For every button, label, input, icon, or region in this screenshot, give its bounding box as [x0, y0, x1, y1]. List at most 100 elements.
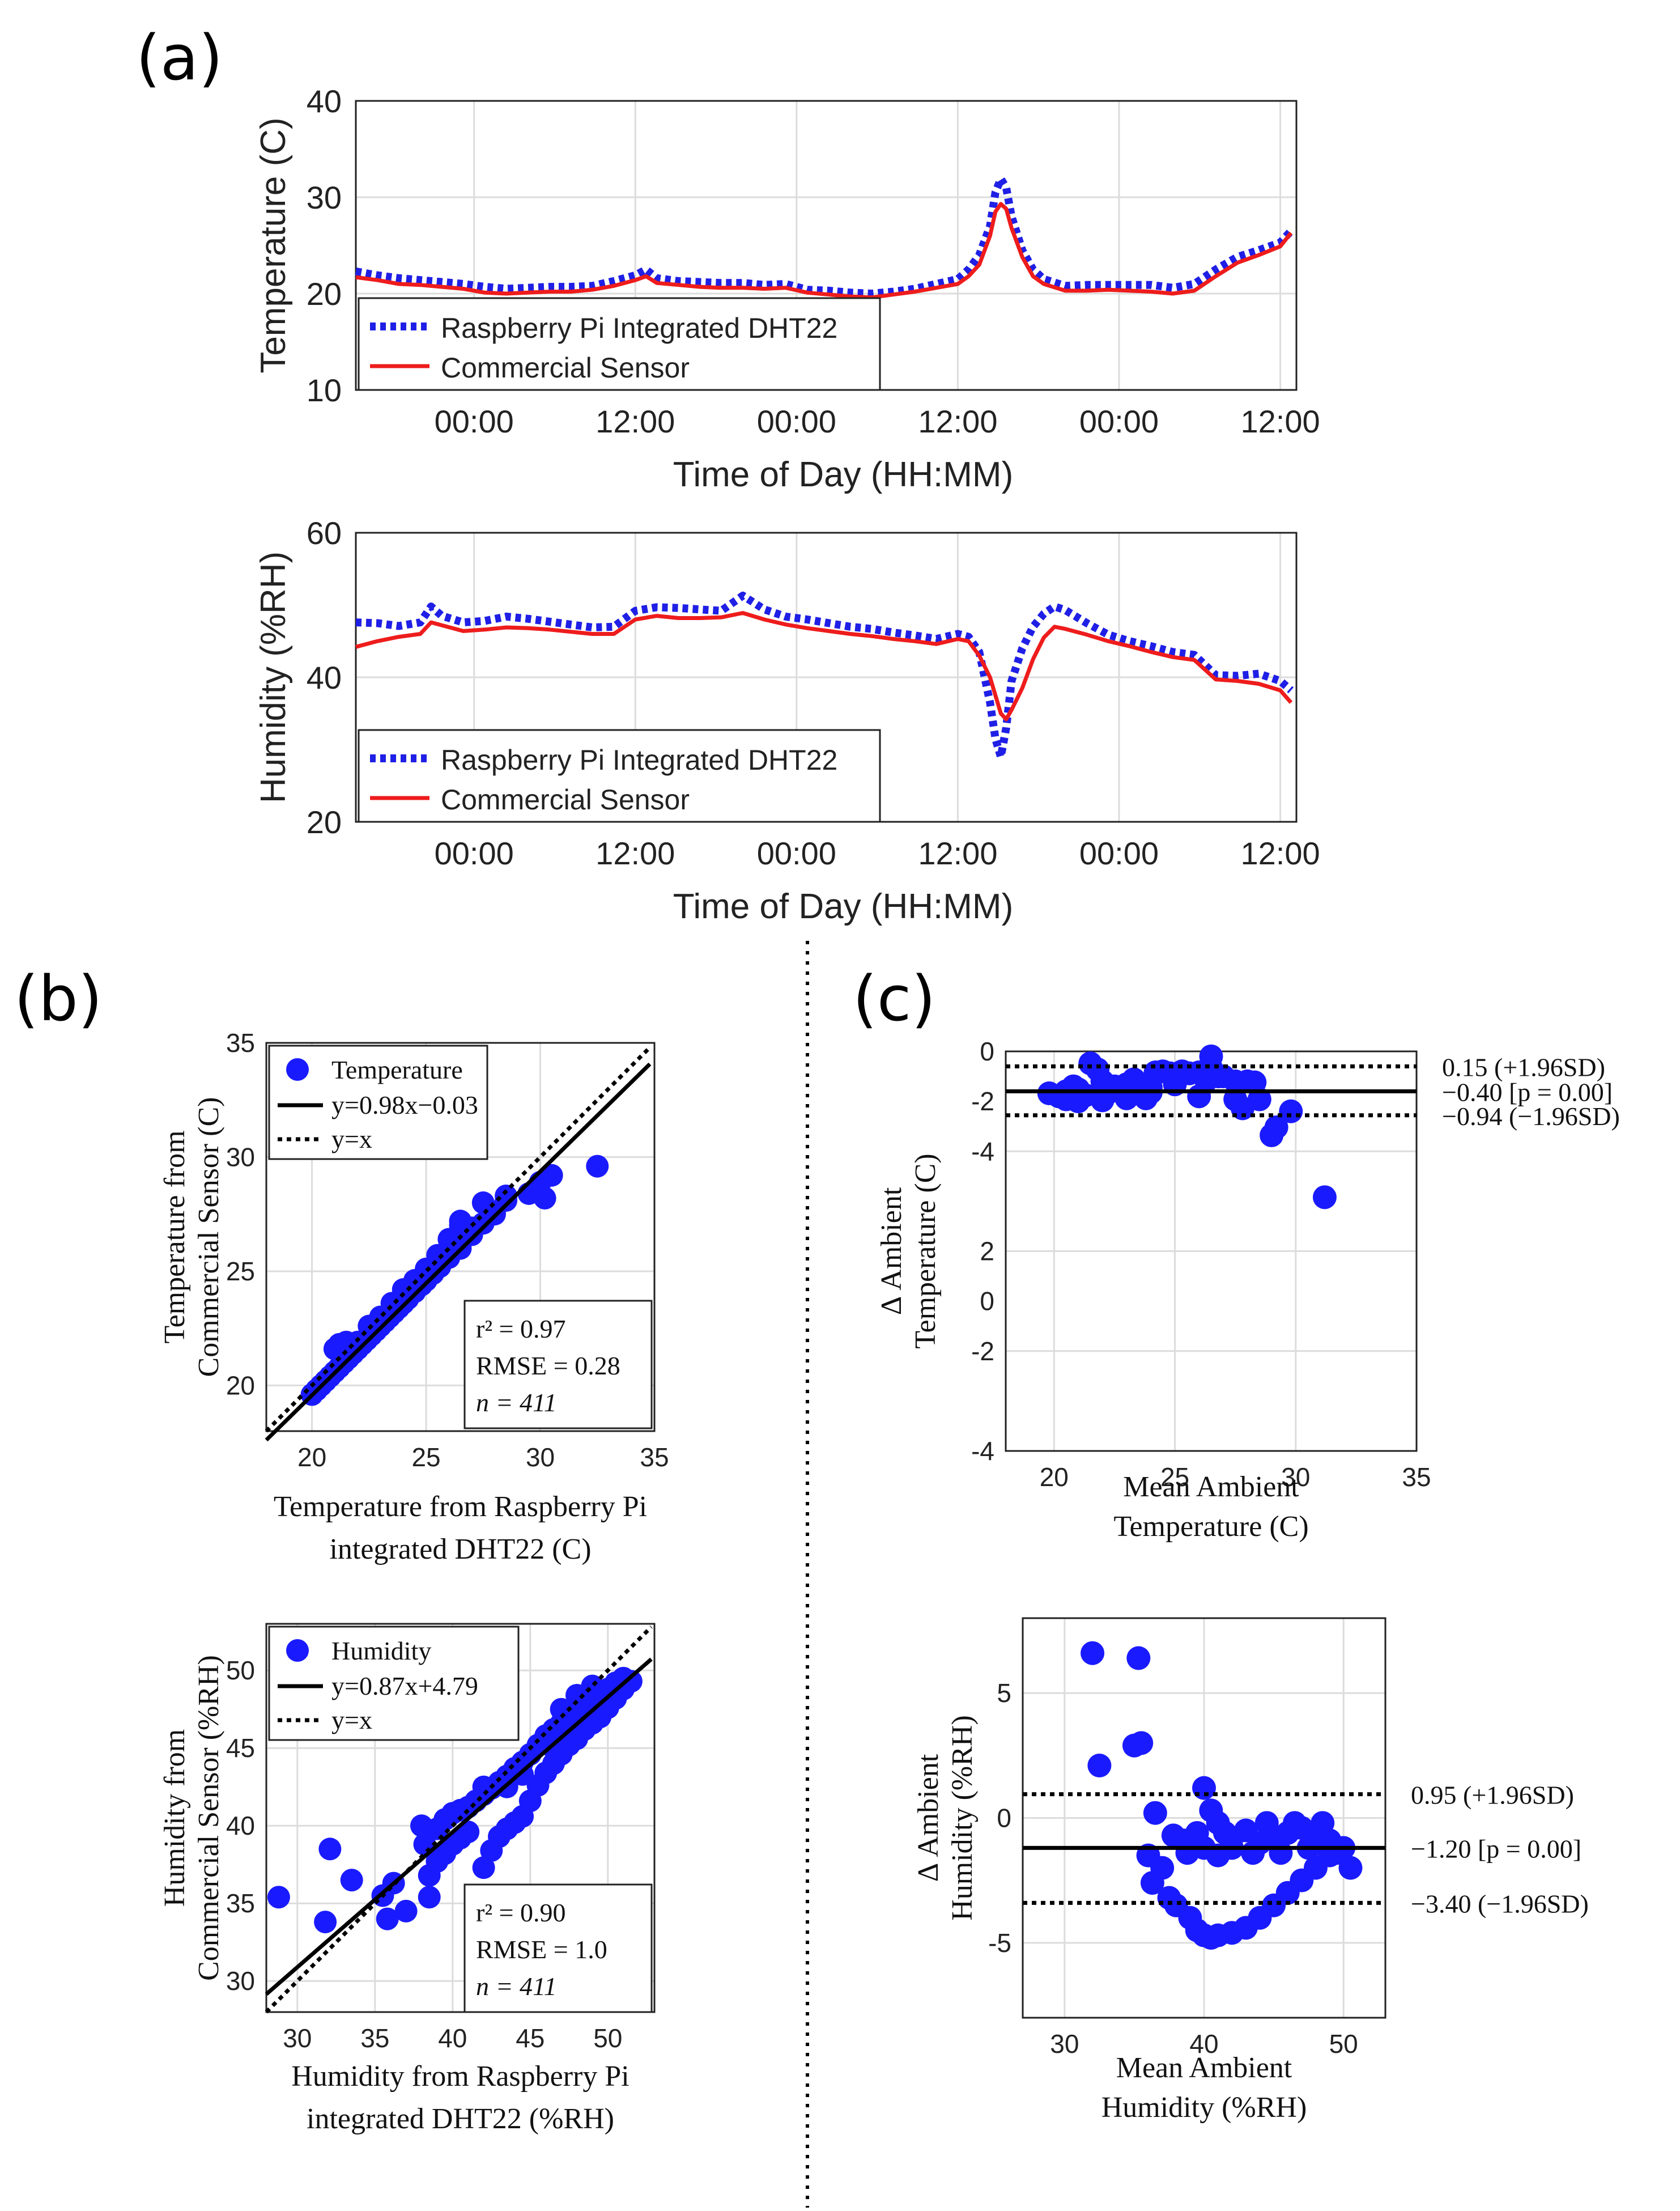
y-tick-label: -4: [971, 1436, 994, 1466]
x-tick-label: 30: [283, 2023, 312, 2053]
scatter-point: [1087, 1753, 1112, 1777]
stats-box: [463, 1883, 653, 2013]
series-line-commercial: [355, 611, 1293, 722]
y-axis-label-line2: Temperature (C): [909, 1153, 942, 1348]
panel-label-a: (a): [136, 22, 223, 94]
scatter-point: [1161, 1823, 1185, 1848]
legend-label: Temperature: [331, 1055, 463, 1084]
y-tick-label: 40: [226, 1811, 255, 1840]
x-tick-label: 35: [1402, 1462, 1431, 1492]
panel-label-c: (c): [853, 962, 935, 1035]
stat-n: n = 411: [476, 1972, 557, 2001]
y-axis-label-line1: Humidity from: [159, 1729, 191, 1907]
scatter-point: [1187, 1084, 1211, 1109]
stat-r2: r² = 0.90: [476, 1898, 566, 1927]
legend-label: Commercial Sensor: [441, 352, 690, 384]
legend-box: [358, 297, 881, 391]
scatter-point: [1312, 1185, 1337, 1210]
scatter-point: [565, 1684, 588, 1707]
y-axis-label-line2: Humidity (%RH): [946, 1715, 979, 1921]
plot-frame: [265, 1623, 656, 2013]
scatter-point: [318, 1837, 342, 1861]
scatter-point: [1090, 1088, 1115, 1113]
y-tick-label: 60: [307, 515, 342, 551]
y-tick-label: 40: [307, 660, 342, 695]
chart-a_hum: 00:00 12:00 00:00 12:00 00:00 12:00 20 40 60 Rasp…: [254, 515, 1320, 926]
y-axis-label-line2: Commercial Sensor (%RH): [193, 1655, 225, 1981]
x-axis-label-line1: Humidity from Raspberry Pi: [291, 2060, 630, 2093]
reference-line-label: 0.15 (+1.96SD): [1442, 1053, 1605, 1081]
scatter-point: [1283, 1811, 1307, 1835]
x-tick-label: 25: [1160, 1462, 1189, 1492]
x-tick-label: 40: [438, 2023, 467, 2053]
scatter-point: [340, 1869, 363, 1892]
chart-b_hum: 30 35 40 45 50 30 35 40 45 50 Humidity y=0.87x+4.79…: [159, 1623, 656, 2135]
y-tick-label: 30: [226, 1142, 255, 1172]
legend-label: Commercial Sensor: [441, 784, 690, 816]
scatter-point: [314, 1911, 337, 1934]
x-axis-label-line2: integrated DHT22 (C): [329, 1533, 591, 1565]
y-tick-label: 2: [980, 1237, 994, 1266]
scatter-point: [1279, 1099, 1303, 1123]
x-axis-label: Time of Day (HH:MM): [673, 455, 1013, 494]
stats-box: [463, 1300, 653, 1429]
scatter-point: [1066, 1089, 1090, 1114]
scatter-point: [533, 1187, 556, 1210]
y-axis-label-line1: Temperature from: [159, 1130, 191, 1343]
y-tick-label: 5: [997, 1678, 1011, 1708]
y-tick-label: 25: [226, 1257, 255, 1286]
scatter-point: [418, 1886, 441, 1909]
identity-line: [265, 1626, 653, 2014]
scatter-point: [1311, 1811, 1335, 1835]
y-axis-label-line1: Δ Ambient: [912, 1754, 945, 1882]
y-tick-label: 45: [226, 1733, 255, 1763]
legend-marker: [286, 1639, 309, 1662]
y-tick-label: 35: [226, 1889, 255, 1918]
scatter-point: [1185, 1820, 1209, 1845]
stat-n: n = 411: [476, 1388, 557, 1417]
x-axis-label-line2: integrated DHT22 (%RH): [307, 2103, 614, 2135]
x-tick-label: 12:00: [1240, 835, 1320, 871]
x-tick-label: 30: [1050, 2029, 1079, 2059]
x-tick-label: 35: [640, 1442, 669, 1472]
scatter-point: [449, 1210, 472, 1233]
fit-line: [265, 1062, 652, 1442]
x-axis-label-line1: Temperature from Raspberry Pi: [274, 1491, 647, 1523]
scatter-point: [1223, 1087, 1248, 1111]
y-axis-label: Temperature (C): [254, 117, 293, 373]
x-tick-label: 00:00: [435, 835, 514, 871]
x-tick-label: 30: [1281, 1462, 1310, 1492]
scatter-point: [550, 1697, 573, 1721]
y-tick-label: 20: [226, 1370, 255, 1400]
x-tick-label: 20: [297, 1442, 326, 1472]
reference-line-label: −3.40 (−1.96SD): [1411, 1889, 1589, 1918]
x-tick-label: 50: [593, 2023, 622, 2053]
x-tick-label: 50: [1329, 2029, 1358, 2059]
scatter-point: [542, 1737, 565, 1760]
scatter-point: [376, 1907, 399, 1930]
scatter-point: [1269, 1841, 1293, 1865]
y-tick-label: 0: [980, 1287, 994, 1316]
x-tick-label: 00:00: [757, 835, 836, 871]
charts-layer: 00:00 12:00 00:00 12:00 00:00 12:0010203040Ra…: [159, 83, 1620, 2135]
chart-a_temp: 00:00 12:00 00:00 12:00 00:00 12:00 10 20 30 40 Ra…: [254, 83, 1320, 494]
chart-b_temp: 20 25 30 35 20 25 30 35 Temperature y=0.98x−0.03 y…: [159, 1028, 669, 1565]
x-axis-label-line2: Temperature (C): [1113, 1510, 1308, 1543]
reference-line-label: −0.94 (−1.96SD): [1442, 1102, 1620, 1131]
y-tick-label: -2: [971, 1087, 994, 1116]
reference-line-label: 0.95 (+1.96SD): [1411, 1781, 1574, 1810]
plot-frame: [265, 1042, 656, 1432]
scatter-point: [426, 1244, 449, 1267]
reference-line-label: −0.40 [p = 0.00]: [1442, 1078, 1613, 1107]
y-tick-label: 10: [307, 372, 342, 408]
series-line-dht22: [355, 175, 1294, 298]
scatter-point: [472, 1775, 495, 1798]
x-tick-label: 25: [411, 1442, 440, 1472]
y-tick-label: -2: [971, 1336, 994, 1366]
x-axis-label-line2: Humidity (%RH): [1101, 2091, 1307, 2124]
scatter-point: [1241, 1841, 1265, 1865]
y-tick-label: 35: [226, 1028, 255, 1058]
legend-label: y=0.98x−0.03: [331, 1090, 478, 1119]
scatter-point: [472, 1856, 495, 1879]
